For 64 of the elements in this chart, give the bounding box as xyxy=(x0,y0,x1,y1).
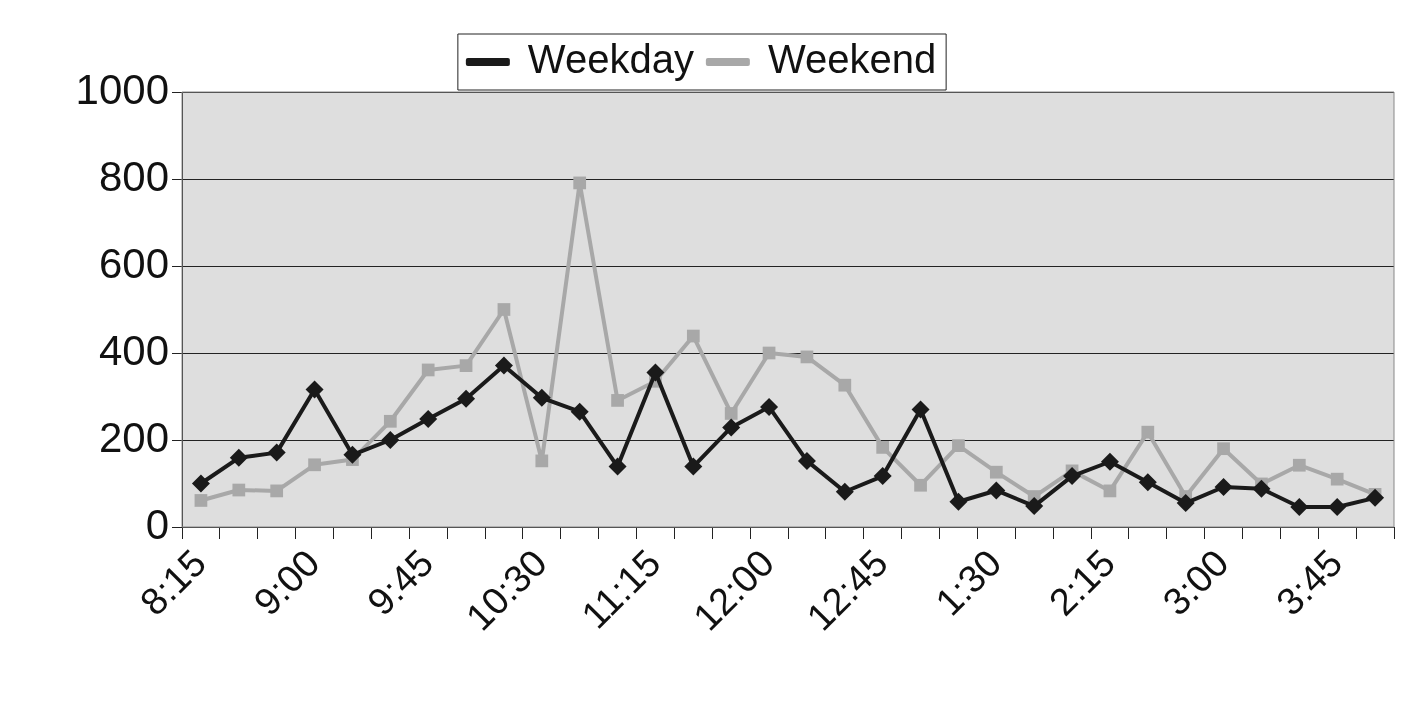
point xyxy=(381,431,400,449)
point xyxy=(914,478,927,492)
point xyxy=(229,448,248,467)
point xyxy=(1290,497,1309,516)
point xyxy=(1063,467,1082,486)
point xyxy=(457,389,476,408)
legend-label: Weekend xyxy=(767,37,937,82)
point xyxy=(459,359,473,372)
point xyxy=(1025,497,1044,516)
point xyxy=(760,397,779,416)
point xyxy=(232,483,246,497)
point xyxy=(952,439,965,453)
point xyxy=(532,388,551,407)
y-tick-label: 200 xyxy=(98,413,169,461)
point xyxy=(570,402,589,421)
point xyxy=(611,394,624,407)
point xyxy=(191,474,210,493)
legend-label: Weekday xyxy=(527,37,694,82)
point xyxy=(573,176,587,190)
point xyxy=(308,458,321,472)
point xyxy=(1141,425,1155,439)
point xyxy=(1292,458,1306,472)
y-tick-label: 1000 xyxy=(75,65,169,113)
point xyxy=(194,494,208,507)
point xyxy=(987,481,1006,500)
point xyxy=(722,418,741,437)
point xyxy=(797,451,816,470)
point xyxy=(305,380,324,399)
point xyxy=(1176,494,1195,513)
point xyxy=(497,303,511,316)
point xyxy=(684,457,703,476)
point xyxy=(835,482,854,501)
point xyxy=(1252,479,1271,498)
point xyxy=(419,410,438,429)
point xyxy=(873,467,892,486)
point xyxy=(949,492,968,511)
point xyxy=(383,414,397,428)
point xyxy=(989,465,1003,479)
point xyxy=(535,454,549,468)
point xyxy=(494,356,513,375)
point xyxy=(1330,472,1344,486)
point xyxy=(1366,488,1385,507)
y-tick-label: 400 xyxy=(98,326,169,374)
point xyxy=(1328,497,1347,516)
point xyxy=(421,363,435,377)
point xyxy=(267,443,286,462)
point xyxy=(838,378,852,392)
y-tick-label: 600 xyxy=(98,239,169,287)
x-tick-label: 3:00 xyxy=(1154,541,1237,624)
x-tick-label: 9:00 xyxy=(245,541,328,624)
point xyxy=(270,484,284,498)
point xyxy=(686,329,700,343)
point xyxy=(1138,473,1157,492)
point xyxy=(343,445,362,464)
point xyxy=(876,441,890,454)
point xyxy=(724,407,738,420)
point xyxy=(646,363,665,382)
point xyxy=(608,457,627,476)
point xyxy=(911,400,930,419)
point xyxy=(1214,477,1233,496)
point xyxy=(1217,442,1230,456)
y-tick-label: 800 xyxy=(98,152,169,200)
y-tick-label: 0 xyxy=(145,500,169,548)
point xyxy=(1100,452,1119,471)
